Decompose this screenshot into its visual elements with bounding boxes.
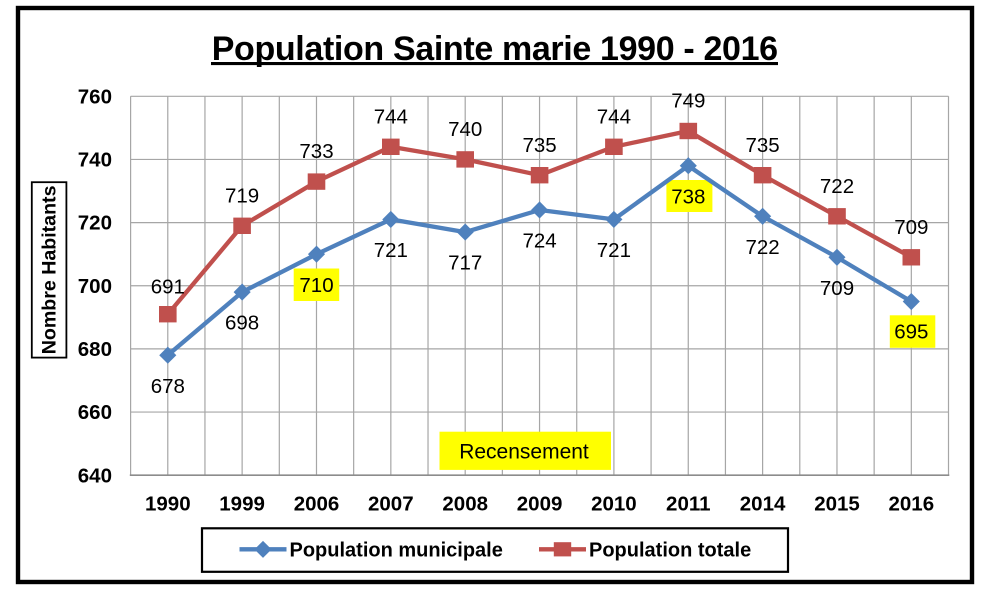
svg-text:695: 695 — [894, 321, 928, 344]
svg-text:2008: 2008 — [442, 493, 488, 516]
svg-text:749: 749 — [671, 90, 705, 113]
svg-text:744: 744 — [374, 105, 408, 128]
svg-text:698: 698 — [225, 312, 259, 335]
svg-text:722: 722 — [820, 175, 854, 198]
svg-text:Nombre Habitants: Nombre Habitants — [39, 185, 61, 354]
svg-text:700: 700 — [78, 275, 112, 298]
svg-text:2016: 2016 — [888, 493, 934, 516]
svg-text:640: 640 — [78, 464, 112, 487]
svg-text:2009: 2009 — [517, 493, 563, 516]
svg-text:722: 722 — [745, 236, 779, 259]
svg-text:691: 691 — [151, 275, 185, 298]
svg-text:Population Sainte marie 1990 -: Population Sainte marie 1990 - 2016 — [212, 30, 778, 68]
svg-text:1990: 1990 — [145, 493, 191, 516]
svg-text:735: 735 — [522, 134, 556, 157]
svg-text:2006: 2006 — [294, 493, 340, 516]
svg-text:680: 680 — [78, 338, 112, 361]
svg-text:724: 724 — [522, 230, 556, 253]
svg-text:710: 710 — [299, 274, 333, 297]
svg-text:733: 733 — [299, 140, 333, 163]
svg-text:740: 740 — [78, 149, 112, 172]
svg-text:Population totale: Population totale — [589, 540, 751, 562]
svg-text:660: 660 — [78, 401, 112, 424]
svg-text:735: 735 — [745, 134, 779, 157]
svg-text:2015: 2015 — [814, 493, 860, 516]
svg-text:721: 721 — [597, 239, 631, 262]
svg-text:1999: 1999 — [219, 493, 265, 516]
svg-text:678: 678 — [151, 375, 185, 398]
svg-text:720: 720 — [78, 212, 112, 235]
svg-text:2007: 2007 — [368, 493, 414, 516]
svg-text:709: 709 — [820, 277, 854, 300]
svg-text:717: 717 — [448, 252, 482, 275]
svg-text:709: 709 — [894, 216, 928, 239]
svg-text:2011: 2011 — [666, 493, 710, 516]
svg-text:760: 760 — [78, 85, 112, 108]
svg-text:740: 740 — [448, 118, 482, 141]
svg-text:719: 719 — [225, 184, 259, 207]
svg-text:721: 721 — [374, 239, 408, 262]
svg-text:Recensement: Recensement — [459, 440, 589, 463]
svg-text:2014: 2014 — [740, 493, 786, 516]
svg-text:738: 738 — [671, 185, 705, 208]
svg-text:744: 744 — [597, 105, 631, 128]
svg-text:2010: 2010 — [591, 493, 637, 516]
svg-text:Population municipale: Population municipale — [290, 540, 503, 562]
